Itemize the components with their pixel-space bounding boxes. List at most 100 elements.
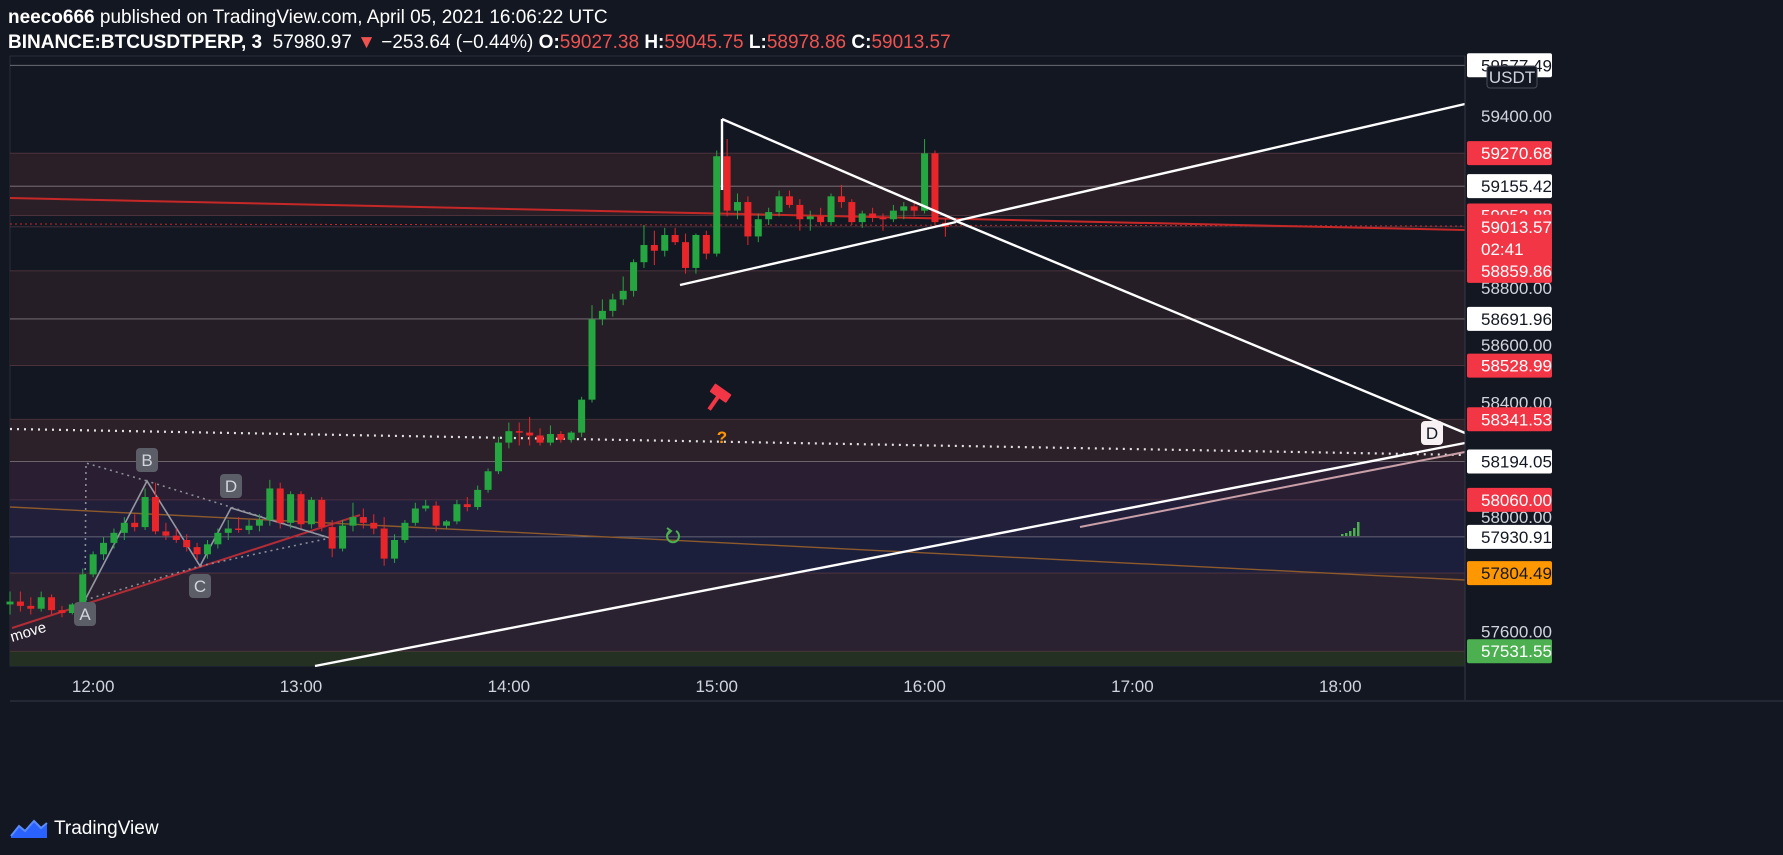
candle-body (339, 525, 347, 549)
time-axis: 12:00 13:00 14:00 15:00 16:00 17:00 18:00 (10, 677, 1783, 702)
price-label: 57930.91 (1467, 524, 1552, 549)
price-label-bg (1467, 639, 1552, 664)
price-tick-label: 59400.00 (1481, 107, 1552, 126)
falling-target-line (955, 219, 1466, 435)
candle-body (734, 202, 741, 211)
price-tick-label: 58600.00 (1481, 336, 1552, 355)
pattern-badge-bg (1421, 421, 1443, 445)
chart-header: neeco666 published on TradingView.com, A… (8, 6, 1768, 56)
currency-badge-text: USDT (1489, 68, 1535, 87)
candle-body (713, 156, 721, 254)
tradingview-logo-icon[interactable] (10, 818, 48, 840)
price-label-bg (1467, 141, 1552, 166)
pattern-badge-bg (189, 574, 211, 598)
price-label-bg (1467, 561, 1552, 586)
price-label-text: 58060.00 (1481, 491, 1552, 510)
pattern-badge-bg (136, 448, 158, 472)
price-label: 57531.55 (1467, 639, 1552, 664)
gavel-handle (707, 395, 720, 411)
pattern-point-d: D (220, 474, 242, 498)
price-label-text: 57930.91 (1481, 528, 1552, 547)
time-tick-label: 14:00 (488, 677, 531, 696)
price-label: 58691.96 (1467, 306, 1552, 331)
price-tick-label: 58000.00 (1481, 508, 1552, 527)
price-label: 59013.57 02:41 (1467, 214, 1552, 261)
price-label: 58060.00 (1467, 487, 1552, 512)
price-tick-label: 57600.00 (1481, 623, 1552, 642)
candle-body (380, 528, 388, 559)
candle-body (432, 505, 440, 526)
price-label-bg (1467, 353, 1552, 378)
candle-body (536, 435, 544, 443)
candle-body (6, 601, 14, 605)
time-tick-label: 16:00 (903, 677, 946, 696)
symbol-name[interactable]: BINANCE:BTCUSDTPERP, 3 (8, 32, 263, 53)
candle-body (58, 610, 66, 614)
price-label-text: 57804.49 (1481, 564, 1552, 583)
candle-body (817, 216, 825, 223)
triangle-lower-line (679, 220, 957, 287)
low-label: L: (748, 32, 767, 53)
candle-body (276, 488, 284, 523)
price-zone (10, 499, 1465, 537)
tradingview-brand[interactable]: TradingView (54, 818, 159, 839)
triangle-upper-line (721, 117, 957, 222)
currency-badge-bg (1486, 65, 1538, 89)
price-zone (10, 573, 1465, 652)
candle-body (16, 601, 24, 606)
candle-body (900, 206, 908, 211)
candle-body (193, 547, 201, 555)
question-mark-icon: ? (717, 428, 727, 447)
candle-body (214, 532, 222, 545)
price-label-bg (1467, 524, 1552, 549)
gavel-head (709, 383, 732, 403)
signal-bar (1349, 531, 1352, 536)
candle-body (494, 442, 502, 472)
candle-body (785, 196, 793, 205)
refresh-arrow (666, 527, 673, 536)
candle-body (152, 497, 159, 532)
candle-body (640, 245, 648, 263)
candle-body (203, 544, 211, 555)
last-price: 57980.97 (272, 32, 352, 53)
down-arrow-icon: ▼ (357, 32, 376, 53)
candle-body (89, 554, 97, 575)
price-label: 59270.68 (1467, 141, 1552, 166)
pattern-badge-bg (74, 602, 96, 626)
pattern-badge-text: A (79, 605, 91, 624)
candle-body (422, 505, 430, 509)
candle-body (931, 153, 939, 223)
time-tick-label: 18:00 (1319, 677, 1362, 696)
candle-body (183, 539, 191, 548)
signal-bar (1345, 533, 1348, 536)
candle-body (307, 499, 315, 525)
candle-body (141, 497, 149, 528)
candle-body (806, 216, 814, 220)
author-name[interactable]: neeco666 (8, 7, 95, 28)
candle-body (328, 527, 336, 549)
price-label-text: 58341.53 (1481, 410, 1552, 429)
candle-body (848, 202, 856, 223)
time-tick-label: 13:00 (280, 677, 323, 696)
rising-support-line (314, 441, 1466, 668)
candle-body (287, 494, 295, 523)
candle-body (775, 196, 783, 213)
candle-body (609, 299, 617, 311)
signal-bars-icon (1341, 522, 1360, 536)
high-value: 59045.75 (664, 32, 744, 53)
candle-body (318, 499, 326, 528)
candle-body (889, 210, 897, 220)
price-label-text: 58691.96 (1481, 310, 1552, 329)
price-tick-label: 58800.00 (1481, 279, 1552, 298)
pattern-badge-text: D (225, 477, 237, 496)
candle-body (702, 234, 710, 254)
price-zone (10, 461, 1465, 500)
candle-body (869, 213, 877, 218)
price-label-text: 59013.57 (1481, 218, 1552, 237)
candle-body (827, 196, 835, 223)
countdown-text: 02:41 (1481, 240, 1524, 259)
time-tick-label: 15:00 (695, 677, 738, 696)
price-label-bg (1467, 214, 1552, 261)
candle-body (110, 532, 118, 543)
